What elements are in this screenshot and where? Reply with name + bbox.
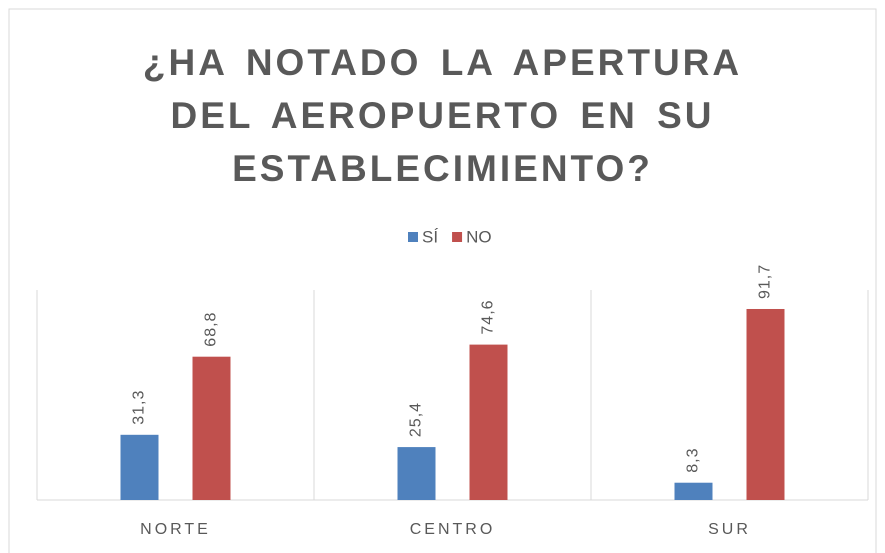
bar: [192, 356, 231, 500]
legend-label: SÍ: [422, 227, 438, 246]
bar: [674, 482, 713, 500]
x-tick-label: NORTE: [140, 521, 211, 538]
bar: [469, 344, 508, 500]
data-label: 31,3: [131, 390, 148, 425]
legend-label: NO: [466, 227, 492, 246]
data-label: 68,8: [203, 312, 220, 347]
data-label: 8,3: [685, 447, 702, 472]
data-label: 25,4: [408, 402, 425, 437]
bar: [120, 434, 159, 500]
chart-border: [8, 8, 877, 553]
legend-swatch: [408, 232, 418, 242]
bar: [397, 447, 436, 500]
bar: [746, 308, 785, 500]
data-label: 91,7: [757, 264, 774, 299]
legend-swatch: [452, 232, 463, 242]
x-tick-label: SUR: [708, 521, 751, 538]
data-label: 74,6: [480, 299, 497, 334]
x-tick-label: CENTRO: [410, 521, 496, 538]
chart-title: ¿HA NOTADO LA APERTURA DEL AEROPUERTO EN…: [142, 42, 743, 189]
